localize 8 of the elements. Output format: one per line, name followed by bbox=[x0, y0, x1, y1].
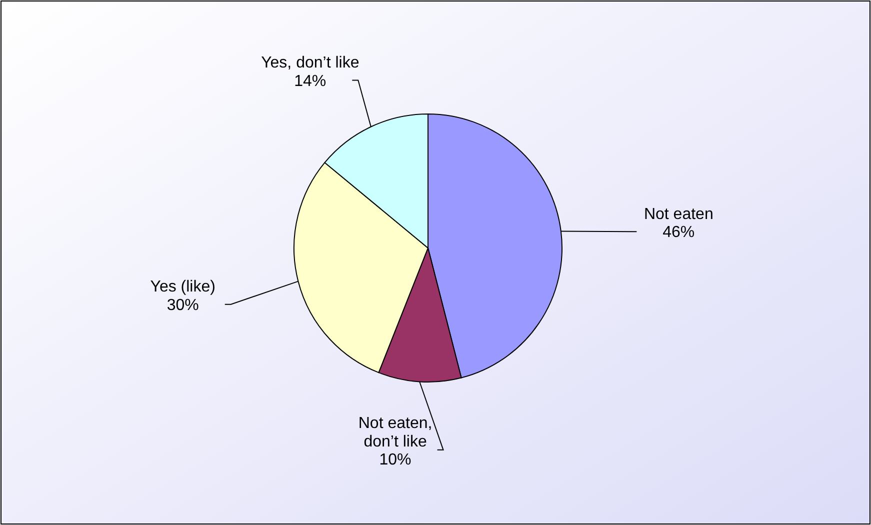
slice-label: Not eaten bbox=[644, 206, 714, 223]
data-label: 10% bbox=[379, 452, 412, 469]
slice-label: Not eaten, don’t like bbox=[358, 414, 432, 450]
data-label: 30% bbox=[166, 296, 199, 314]
slice-label: Yes, don’t like bbox=[261, 54, 360, 72]
slice-label: Yes (like) bbox=[150, 278, 216, 296]
data-label: 46% bbox=[662, 224, 695, 242]
data-label: 14% bbox=[294, 72, 326, 90]
